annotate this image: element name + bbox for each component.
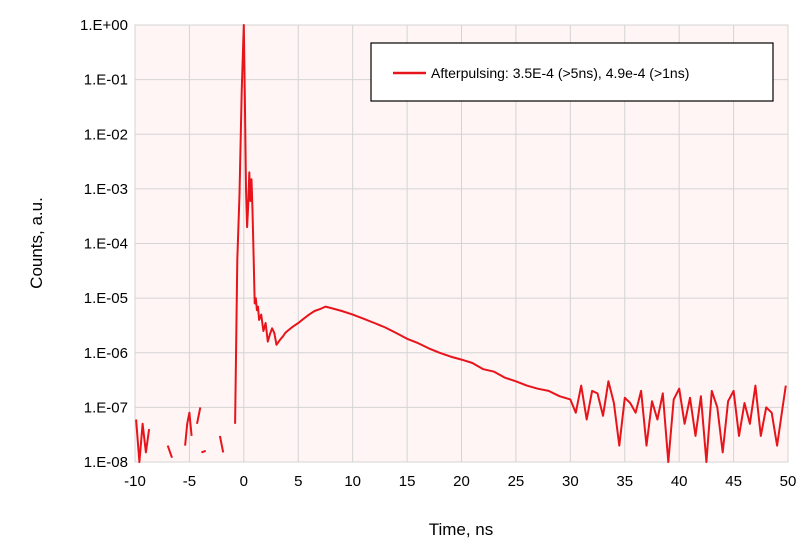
legend-label: Afterpulsing: 3.5E-4 (>5ns), 4.9e-4 (>1n… (431, 65, 689, 81)
x-tick-label: 40 (671, 473, 688, 490)
series-line (196, 407, 202, 424)
legend: Afterpulsing: 3.5E-4 (>5ns), 4.9e-4 (>1n… (370, 42, 774, 102)
y-tick-labels: 1.E-08 1.E-07 1.E-06 1.E-05 1.E-04 1.E-03 1.E-… (80, 17, 128, 471)
x-tick-label: 25 (508, 473, 525, 490)
x-tick-label: 5 (294, 473, 302, 490)
x-tick-label: -10 (124, 473, 146, 490)
x-tick-label: 15 (399, 473, 416, 490)
x-tick-label: 35 (616, 473, 633, 490)
y-tick-label: 1.E-02 (84, 126, 128, 143)
series-layer (135, 24, 787, 463)
x-tick-label: -5 (183, 473, 196, 490)
x-tick-label: 0 (240, 473, 248, 490)
x-tick-label: 10 (344, 473, 361, 490)
x-tick-labels: -10 -5 0 5 10 15 20 25 30 35 40 45 50 (124, 473, 796, 490)
series-line (218, 435, 225, 453)
y-tick-label: 1.E-05 (84, 290, 128, 307)
x-tick-label: 20 (453, 473, 470, 490)
y-tick-label: 1.E-07 (84, 399, 128, 416)
series-line (234, 24, 787, 463)
y-tick-label: 1.E+00 (80, 17, 128, 34)
x-tick-label: 30 (562, 473, 579, 490)
x-tick-label: 45 (725, 473, 742, 490)
y-tick-label: 1.E-03 (84, 181, 128, 198)
y-tick-label: 1.E-06 (84, 345, 128, 362)
y-tick-label: 1.E-01 (84, 72, 128, 89)
y-tick-label: 1.E-04 (84, 236, 128, 253)
legend-box (370, 42, 774, 102)
y-axis-title: Counts, a.u. (27, 197, 46, 289)
x-tick-label: 50 (780, 473, 797, 490)
series-line (166, 445, 173, 459)
series-line (184, 411, 193, 446)
series-line (135, 419, 151, 463)
y-tick-label: 1.E-08 (84, 454, 128, 471)
x-axis-title: Time, ns (429, 520, 494, 539)
series-line (201, 449, 207, 454)
